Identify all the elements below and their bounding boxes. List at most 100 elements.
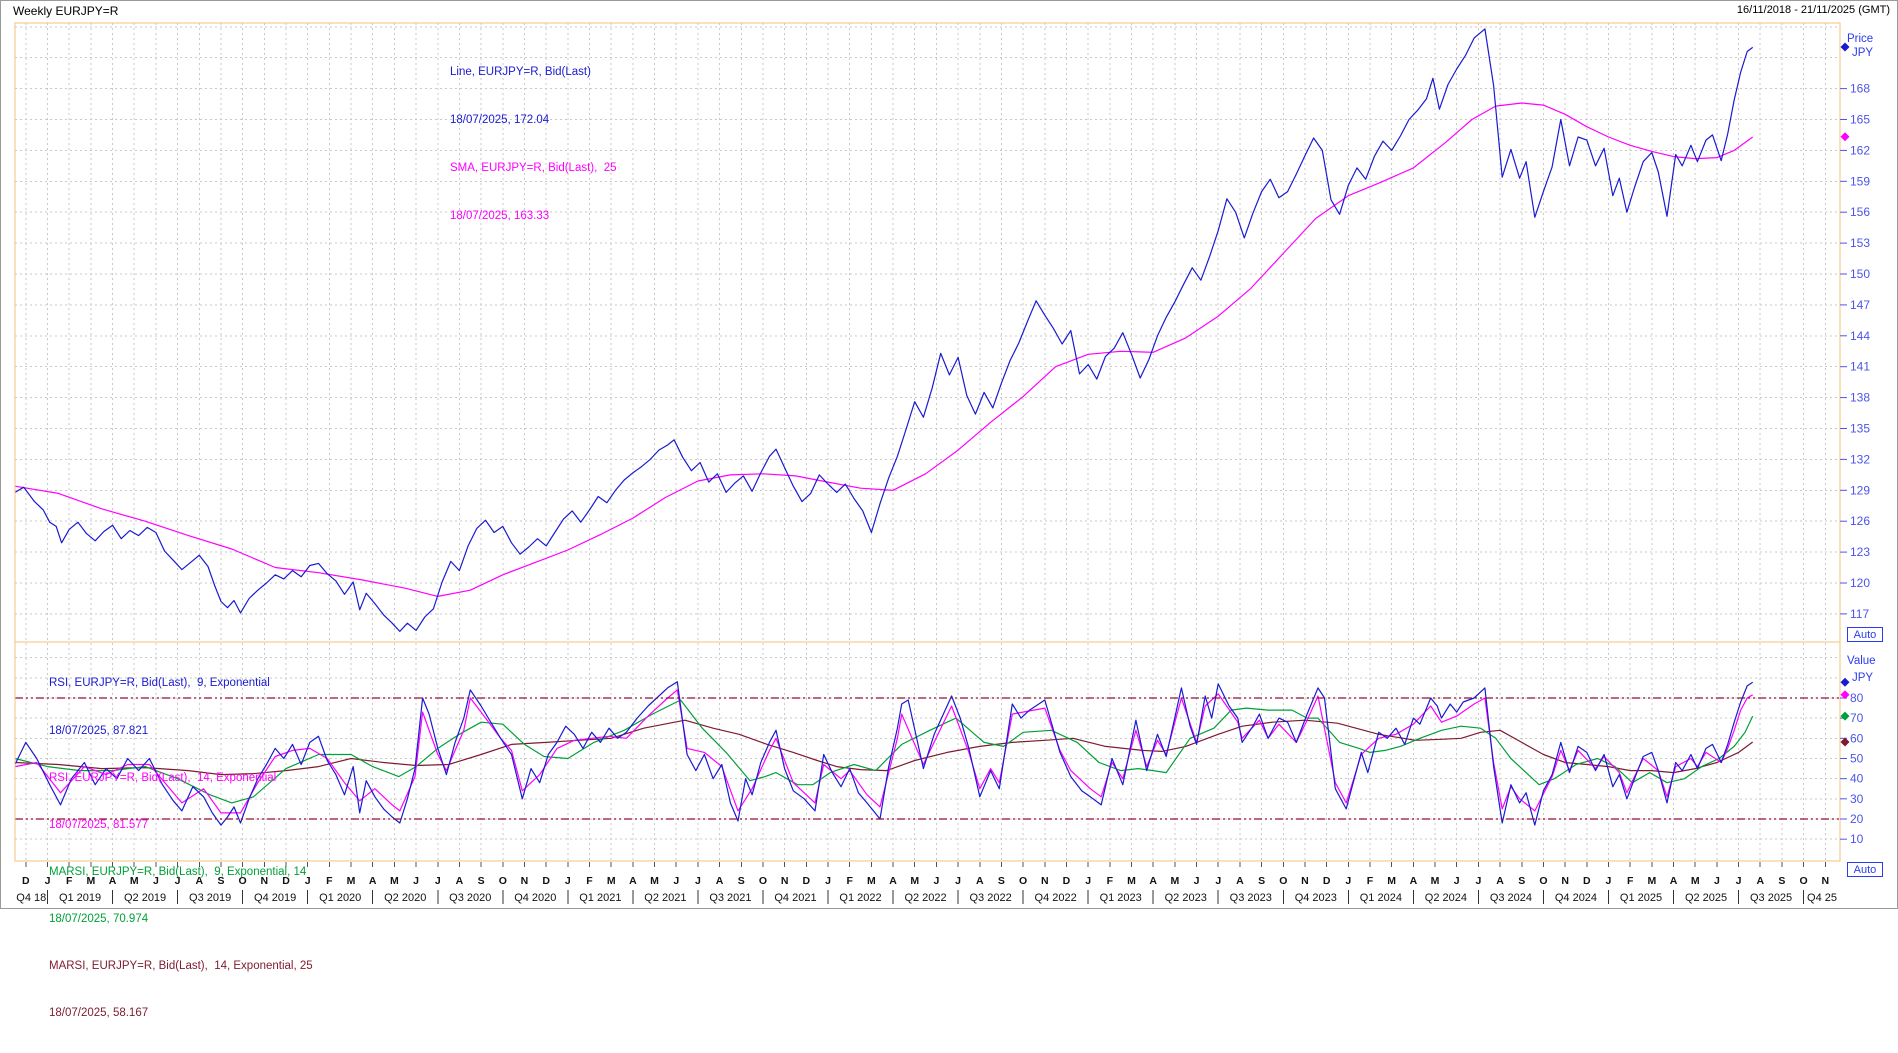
quarter-label: Q1 2019 <box>59 892 101 904</box>
month-label: J <box>153 875 159 887</box>
quarter-label: Q2 2022 <box>904 892 946 904</box>
price-axis-auto-button[interactable]: Auto <box>1847 627 1883 642</box>
month-label: J <box>565 875 571 887</box>
month-label: N <box>1821 875 1829 887</box>
month-label: F <box>846 875 853 887</box>
quarter-label: Q1 2022 <box>839 892 881 904</box>
value-marker-diamond <box>1840 711 1850 721</box>
legend-marsi14-value: 18/07/2025, 58.167 <box>49 1007 149 1020</box>
quarter-label: Q2 2021 <box>644 892 686 904</box>
price-axis-currency: JPY <box>1852 47 1874 59</box>
month-label: M <box>607 875 616 887</box>
month-label: M <box>1647 875 1656 887</box>
month-label: O <box>1019 875 1027 887</box>
legend-rsi9: RSI, EURJPY=R, Bid(Last), 9, Exponential <box>49 677 270 690</box>
legend-line-sma-value: 18/07/2025, 163.33 <box>450 210 550 222</box>
price-marker-diamond <box>1840 132 1850 142</box>
month-label: J <box>305 875 311 887</box>
quarter-label: Q3 2024 <box>1490 892 1532 904</box>
price-tick-label: 150 <box>1850 267 1870 281</box>
month-label: M <box>1387 875 1396 887</box>
value-axis-currency: JPY <box>1852 672 1874 684</box>
month-label: D <box>1063 875 1071 887</box>
value-marker-diamond <box>1840 737 1850 747</box>
quarter-label: Q2 2019 <box>124 892 166 904</box>
quarter-label: Q3 2019 <box>189 892 231 904</box>
quarter-label: Q3 2021 <box>709 892 751 904</box>
quarter-label: Q4 2024 <box>1555 892 1597 904</box>
month-label: D <box>282 875 290 887</box>
month-label: J <box>1736 875 1742 887</box>
legend-marsi14: MARSI, EURJPY=R, Bid(Last), 14, Exponent… <box>49 960 313 973</box>
month-label: J <box>673 875 679 887</box>
month-label: A <box>976 875 984 887</box>
month-label: F <box>1107 875 1114 887</box>
month-label: J <box>45 875 51 887</box>
value-axis-title: Value <box>1847 655 1876 667</box>
month-label: M <box>347 875 356 887</box>
month-label: A <box>1149 875 1157 887</box>
quarter-label: Q1 2021 <box>579 892 621 904</box>
price-tick-label: 168 <box>1850 82 1870 96</box>
month-label: J <box>825 875 831 887</box>
value-tick-label: 70 <box>1850 711 1864 725</box>
month-label: F <box>326 875 333 887</box>
month-label: D <box>803 875 811 887</box>
month-label: A <box>456 875 464 887</box>
price-axis-title: Price <box>1847 33 1874 45</box>
legend-line-sma: SMA, EURJPY=R, Bid(Last), 25 <box>450 162 617 174</box>
month-label: J <box>1085 875 1091 887</box>
month-label: A <box>1756 875 1764 887</box>
month-label: M <box>1127 875 1136 887</box>
legend-line-price: Line, EURJPY=R, Bid(Last) <box>450 66 591 78</box>
month-label: O <box>239 875 247 887</box>
value-tick-label: 10 <box>1850 832 1864 846</box>
price-tick-label: 165 <box>1850 113 1870 127</box>
price-tick-label: 141 <box>1850 360 1870 374</box>
month-label: A <box>889 875 897 887</box>
price-tick-label: 120 <box>1850 576 1870 590</box>
quarter-label: Q4 2020 <box>514 892 556 904</box>
quarter-label: Q2 2025 <box>1685 892 1727 904</box>
month-label: S <box>217 875 224 887</box>
month-label: A <box>629 875 637 887</box>
month-label: A <box>1670 875 1678 887</box>
value-marker-diamond <box>1840 690 1850 700</box>
price-tick-label: 138 <box>1850 391 1870 405</box>
sma-line <box>14 102 1754 597</box>
value-tick-label: 60 <box>1850 731 1864 745</box>
month-label: S <box>1258 875 1265 887</box>
value-tick-label: 30 <box>1850 792 1864 806</box>
month-label: M <box>867 875 876 887</box>
price-tick-label: 123 <box>1850 545 1870 559</box>
month-label: A <box>1496 875 1504 887</box>
month-label: F <box>66 875 73 887</box>
month-label: S <box>738 875 745 887</box>
month-label: M <box>130 875 139 887</box>
price-tick-label: 117 <box>1850 607 1869 621</box>
price-tick-label: 153 <box>1850 236 1870 250</box>
month-label: O <box>1539 875 1547 887</box>
quarter-label: Q1 2023 <box>1100 892 1142 904</box>
month-label: M <box>1691 875 1700 887</box>
month-label: M <box>1171 875 1180 887</box>
month-label: N <box>1561 875 1569 887</box>
rsi9-line <box>14 681 1754 826</box>
quarter-label: Q1 2025 <box>1620 892 1662 904</box>
month-label: O <box>1279 875 1287 887</box>
quarter-label: Q4 2019 <box>254 892 296 904</box>
value-axis-auto-button[interactable]: Auto <box>1847 862 1883 877</box>
month-label: J <box>413 875 419 887</box>
quarter-label: Q3 2023 <box>1230 892 1272 904</box>
month-label: N <box>521 875 529 887</box>
value-tick-label: 50 <box>1850 751 1864 765</box>
month-label: D <box>1583 875 1591 887</box>
month-label: F <box>586 875 593 887</box>
value-tick-label: 80 <box>1850 691 1864 705</box>
legend-rsi14: RSI, EURJPY=R, Bid(Last), 14, Exponentia… <box>49 771 277 784</box>
legend-marsi9: MARSI, EURJPY=R, Bid(Last), 9, Exponenti… <box>49 865 307 878</box>
price-tick-label: 147 <box>1850 298 1870 312</box>
month-label: J <box>695 875 701 887</box>
rsi-panel-border <box>14 641 1841 862</box>
month-label: A <box>1410 875 1418 887</box>
